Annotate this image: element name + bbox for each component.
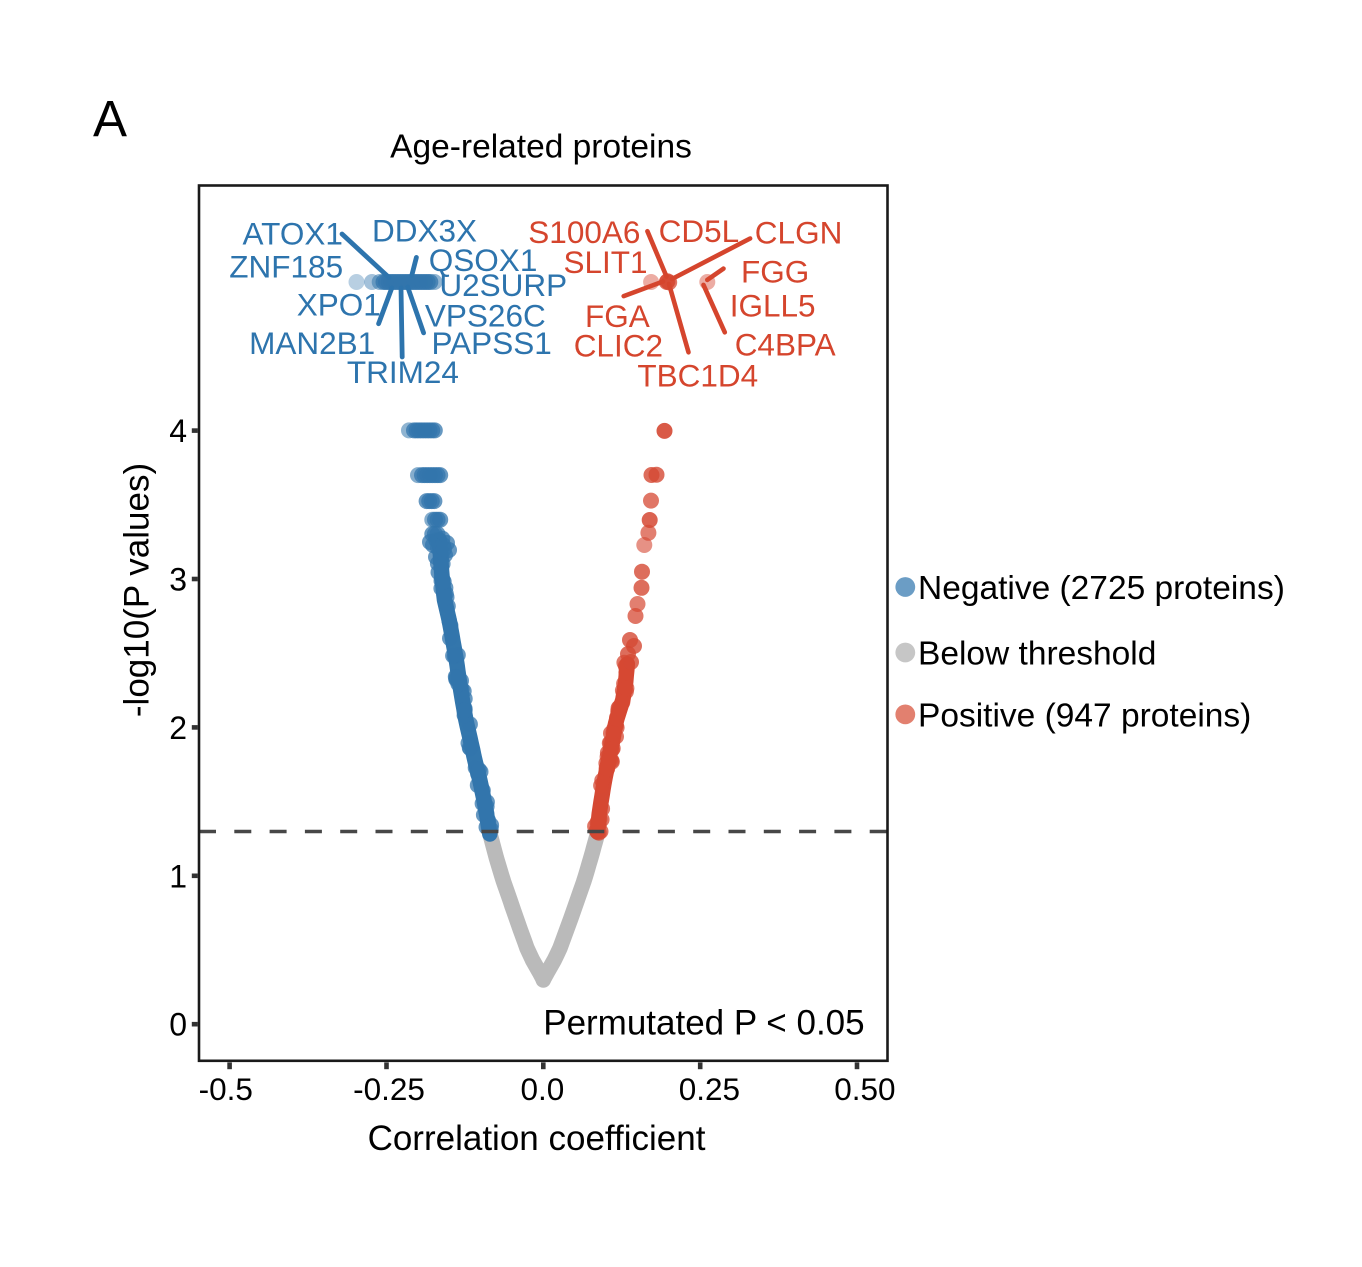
svg-text:DDX3X: DDX3X [372,213,477,249]
svg-text:0: 0 [169,1007,187,1043]
svg-text:Below threshold: Below threshold [918,636,1156,673]
svg-text:A: A [93,91,127,148]
svg-text:FGA: FGA [585,298,650,334]
svg-text:3: 3 [169,562,187,598]
svg-text:TRIM24: TRIM24 [347,354,459,390]
svg-text:0.50: 0.50 [834,1071,895,1107]
svg-text:Permutated P < 0.05: Permutated P < 0.05 [543,1004,864,1043]
svg-text:CD5L: CD5L [659,213,740,249]
svg-text:C4BPA: C4BPA [735,327,836,363]
svg-text:XPO1: XPO1 [297,287,381,323]
svg-text:QSOX1: QSOX1 [429,242,538,278]
svg-text:U2SURP: U2SURP [439,267,567,303]
svg-text:1: 1 [169,858,187,894]
svg-text:Positive (947 proteins): Positive (947 proteins) [918,697,1251,734]
svg-text:PAPSS1: PAPSS1 [432,325,552,361]
svg-text:4: 4 [169,413,187,449]
svg-text:ZNF185: ZNF185 [229,248,343,284]
svg-text:Correlation coefficient: Correlation coefficient [368,1119,706,1158]
svg-text:0.0: 0.0 [521,1071,565,1107]
svg-text:SLIT1: SLIT1 [564,244,648,280]
svg-text:IGLL5: IGLL5 [730,288,816,324]
svg-text:VPS26C: VPS26C [425,297,546,333]
svg-text:CLIC2: CLIC2 [574,328,663,364]
svg-text:TBC1D4: TBC1D4 [637,358,758,394]
svg-text:-0.5: -0.5 [199,1071,253,1107]
svg-text:Negative (2725 proteins): Negative (2725 proteins) [918,570,1285,607]
svg-text:0.25: 0.25 [679,1071,740,1107]
svg-text:-log10(P values): -log10(P values) [118,463,157,717]
svg-text:Age-related proteins: Age-related proteins [390,129,692,166]
svg-text:S100A6: S100A6 [528,214,640,250]
svg-text:2: 2 [169,710,187,746]
svg-text:CLGN: CLGN [755,215,843,251]
svg-text:FGG: FGG [741,254,809,290]
svg-text:ATOX1: ATOX1 [243,215,343,251]
svg-text:MAN2B1: MAN2B1 [249,325,375,361]
svg-text:-0.25: -0.25 [353,1071,425,1107]
